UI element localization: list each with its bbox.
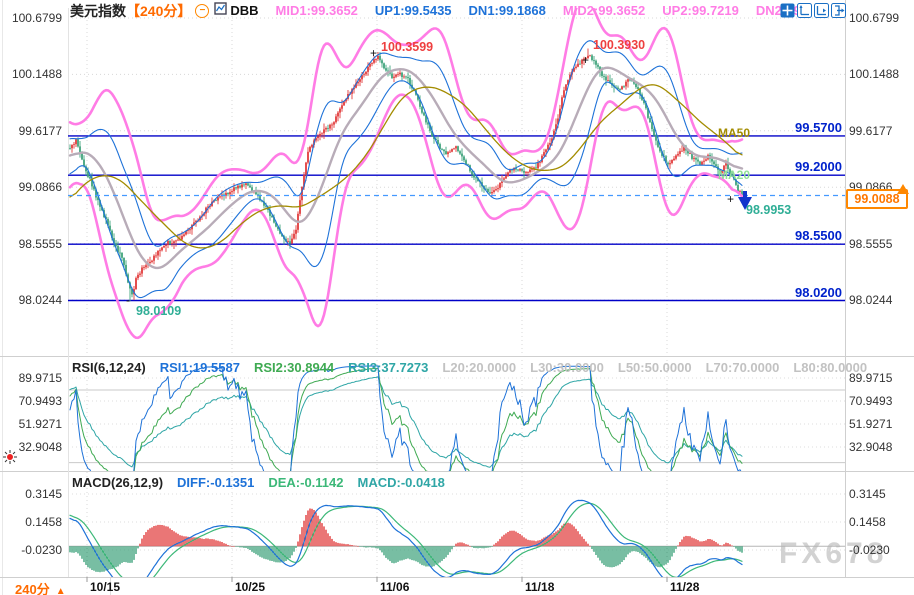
chart-markers: + + - + xyxy=(126,46,752,307)
macd-y-axis-label-right: -0.0230 xyxy=(849,543,890,557)
macd-title: MACD(26,12,9) xyxy=(72,474,164,490)
rsi-y-axis-label-right: 51.9271 xyxy=(849,417,893,431)
crosshair-mark: + xyxy=(727,192,734,206)
readout-value: L30:30.0000 xyxy=(530,359,604,375)
rsi-y-axis-label-left: 32.9048 xyxy=(18,440,62,454)
current-price-box: 99.0088 xyxy=(846,189,908,209)
crosshair-mark: + xyxy=(370,46,377,60)
main-y-axis-label-right: 100.6799 xyxy=(849,11,900,25)
bollinger-bands xyxy=(68,8,744,340)
readout-value: L20:20.0000 xyxy=(442,359,517,375)
rsi-y-axis-label-left: 70.9493 xyxy=(18,394,62,408)
main-y-axis-label-left: 98.5555 xyxy=(18,236,62,251)
alert-sun-icon[interactable] xyxy=(2,449,18,470)
macd-y-axis-label-left: 0.1458 xyxy=(25,515,62,529)
rsi-y-axis-label-left: 89.9715 xyxy=(18,371,62,385)
chart-toolbar xyxy=(780,3,846,23)
x-axis-date-label: 10/25 xyxy=(235,580,266,594)
readout-value: RSI2:30.8944 xyxy=(253,359,335,375)
x-axis-date-label: 10/15 xyxy=(90,580,121,594)
macd-header: MACD(26,12,9) DIFF:-0.1351 DEA:-0.1142 MAC… xyxy=(72,474,445,490)
readout-value: L50:50.0000 xyxy=(617,359,692,375)
y-axis-scale-icon[interactable] xyxy=(797,3,812,23)
main-y-axis-label-right: 98.0244 xyxy=(849,293,893,307)
readout-value: MID1:99.3652 xyxy=(275,3,358,18)
axis-scroll-up-icon[interactable] xyxy=(897,184,909,194)
x-axis-date-label: 11/18 xyxy=(525,580,555,594)
crosshair-mark: + xyxy=(582,53,589,67)
rsi-y-axis-label-left: 51.9271 xyxy=(18,417,62,431)
main-y-axis-label-right: 98.5555 xyxy=(849,236,893,251)
exit-view-icon[interactable] xyxy=(831,3,846,23)
main-y-axis-label-right: 100.1488 xyxy=(849,67,900,82)
chart-type-icon[interactable] xyxy=(214,1,228,20)
readout-value: UP1:99.5435 xyxy=(374,3,452,18)
readout-value: RSI1:19.5587 xyxy=(159,359,240,375)
crosshair-mark: - xyxy=(126,293,130,307)
macd-y-axis-label-right: 0.3145 xyxy=(849,487,886,501)
sell-arrow-icon xyxy=(738,197,752,210)
readout-value: DIFF:-0.1351 xyxy=(177,474,255,490)
period-badge: 【240分】 xyxy=(126,2,192,19)
macd-y-axis-label-left: -0.0230 xyxy=(21,543,62,557)
rsi-y-axis-label-right: 32.9048 xyxy=(849,440,893,454)
symbol-title: 美元指数 xyxy=(70,2,126,19)
rsi-header: RSI(6,12,24) RSI1:19.5587 RSI2:30.8944 RSI… xyxy=(72,359,867,375)
readout-value: L80:80.0000 xyxy=(793,359,868,375)
x-axis-date-label: 11/06 xyxy=(380,580,410,594)
macd-lines xyxy=(69,499,743,577)
main-y-axis-label-left: 99.0866 xyxy=(18,180,62,195)
collapse-indicator-icon[interactable]: − xyxy=(195,3,210,18)
main-y-axis-label-left: 99.6177 xyxy=(18,123,62,138)
readout-value: UP2:99.7219 xyxy=(662,3,739,18)
indicator-name: DBB xyxy=(230,3,259,18)
readout-value: L70:70.0000 xyxy=(705,359,780,375)
period-up-arrow-icon: ▲ xyxy=(55,586,66,595)
rsi-y-axis-label-right: 89.9715 xyxy=(849,371,893,385)
readout-value: DEA:-0.1142 xyxy=(268,474,344,490)
readout-value: RSI3:37.7273 xyxy=(348,359,429,375)
readout-value: MACD:-0.0418 xyxy=(357,474,445,490)
watermark: FX678 xyxy=(779,537,888,570)
rsi-lines xyxy=(69,365,743,471)
x-axis-scale-icon[interactable] xyxy=(814,3,829,23)
ma-lines xyxy=(69,84,743,249)
readout-value: MID2:99.3652 xyxy=(562,3,646,18)
indicator-readouts: MID1:99.3652 UP1:99.5435 DN1:99.1868 MID2:9… xyxy=(259,3,812,18)
rsi-title: RSI(6,12,24) xyxy=(72,359,146,375)
main-y-axis-label-left: 100.1488 xyxy=(11,67,62,82)
main-y-axis-label-right: 99.6177 xyxy=(849,123,893,138)
readout-value: DN1:99.1868 xyxy=(468,3,546,18)
period-selector-label: 240分 xyxy=(15,582,50,595)
rsi-readouts: RSI1:19.5587 RSI2:30.8944 RSI3:37.7273 L20:… xyxy=(146,360,867,375)
rsi-y-axis-label-right: 70.9493 xyxy=(849,394,893,408)
macd-y-axis-label-left: 0.3145 xyxy=(25,487,62,501)
period-selector[interactable]: 240分 ▲ xyxy=(15,579,66,595)
macd-readouts: DIFF:-0.1351 DEA:-0.1142 MACD:-0.0418 xyxy=(163,475,445,490)
macd-y-axis-label-right: 0.1458 xyxy=(849,515,886,529)
chart-header: 美元指数 【240分】 − DBB MID1:99.3652 UP1:99.543… xyxy=(70,1,812,20)
main-y-axis-label-left: 100.6799 xyxy=(11,11,62,25)
main-y-axis-label-left: 98.0244 xyxy=(18,293,62,307)
x-axis-date-label: 11/28 xyxy=(670,580,700,594)
macd-histogram xyxy=(69,508,743,573)
pan-tool-icon[interactable] xyxy=(780,3,795,23)
